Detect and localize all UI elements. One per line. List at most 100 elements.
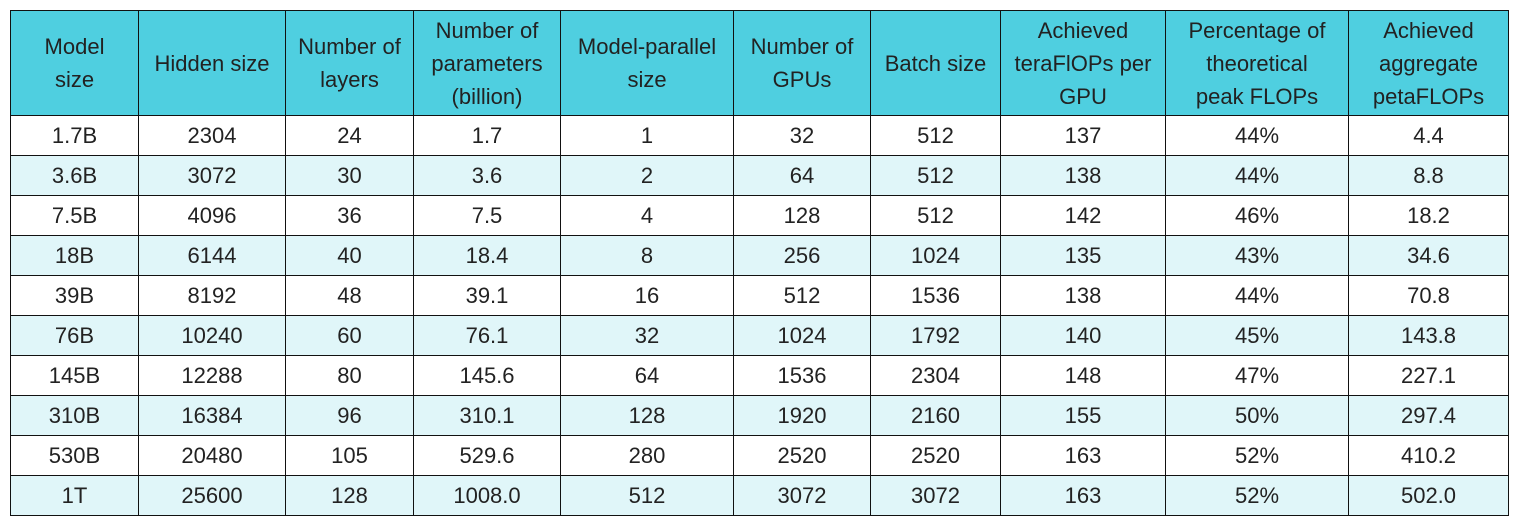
table-cell: 16 bbox=[560, 275, 734, 316]
table-cell: 297.4 bbox=[1348, 395, 1509, 436]
table-cell: 32 bbox=[560, 315, 734, 356]
table-cell: 16384 bbox=[138, 395, 286, 436]
header-cell: Number of parameters (billion) bbox=[413, 10, 561, 116]
table-cell: 36 bbox=[285, 195, 414, 236]
table-cell: 1024 bbox=[733, 315, 871, 356]
table-cell: 310B bbox=[10, 395, 139, 436]
table-cell: 1008.0 bbox=[413, 475, 561, 516]
table-cell: 18B bbox=[10, 235, 139, 276]
table-cell: 45% bbox=[1165, 315, 1349, 356]
table-cell: 48 bbox=[285, 275, 414, 316]
table-cell: 502.0 bbox=[1348, 475, 1509, 516]
table-cell: 3072 bbox=[870, 475, 1001, 516]
table-cell: 47% bbox=[1165, 355, 1349, 396]
table-cell: 530B bbox=[10, 435, 139, 476]
table-cell: 1T bbox=[10, 475, 139, 516]
table-cell: 138 bbox=[1000, 155, 1166, 196]
table-cell: 96 bbox=[285, 395, 414, 436]
table-cell: 44% bbox=[1165, 115, 1349, 156]
table-cell: 7.5B bbox=[10, 195, 139, 236]
table-cell: 3.6 bbox=[413, 155, 561, 196]
table-cell: 512 bbox=[870, 155, 1001, 196]
data-table: Model size Hidden size Number of layers Num… bbox=[10, 10, 1509, 516]
table-cell: 3072 bbox=[733, 475, 871, 516]
table-body: 1.7B 2304 24 1.7 1 32 512 137 44% 4.4 3.6B 3072 30 3.… bbox=[10, 115, 1509, 516]
table-cell: 529.6 bbox=[413, 435, 561, 476]
table-cell: 25600 bbox=[138, 475, 286, 516]
table-cell: 2520 bbox=[870, 435, 1001, 476]
table-cell: 280 bbox=[560, 435, 734, 476]
table-cell: 44% bbox=[1165, 155, 1349, 196]
header-cell: Achieved aggregate petaFLOPs bbox=[1348, 10, 1509, 116]
header-cell: Batch size bbox=[870, 10, 1001, 116]
table-cell: 128 bbox=[560, 395, 734, 436]
table-cell: 2 bbox=[560, 155, 734, 196]
table-cell: 6144 bbox=[138, 235, 286, 276]
table-cell: 2304 bbox=[138, 115, 286, 156]
table-cell: 410.2 bbox=[1348, 435, 1509, 476]
table-cell: 1536 bbox=[733, 355, 871, 396]
header-cell: Achieved teraFlOPs per GPU bbox=[1000, 10, 1166, 116]
table-row: 1.7B 2304 24 1.7 1 32 512 137 44% 4.4 bbox=[10, 115, 1509, 156]
table-cell: 145B bbox=[10, 355, 139, 396]
table-cell: 10240 bbox=[138, 315, 286, 356]
table-cell: 128 bbox=[733, 195, 871, 236]
table-cell: 135 bbox=[1000, 235, 1166, 276]
table-cell: 50% bbox=[1165, 395, 1349, 436]
header-cell: Model size bbox=[10, 10, 139, 116]
table-cell: 1.7 bbox=[413, 115, 561, 156]
table-cell: 512 bbox=[560, 475, 734, 516]
table-row: 7.5B 4096 36 7.5 4 128 512 142 46% 18.2 bbox=[10, 195, 1509, 236]
table-cell: 70.8 bbox=[1348, 275, 1509, 316]
table-cell: 1024 bbox=[870, 235, 1001, 276]
table-cell: 39.1 bbox=[413, 275, 561, 316]
table-cell: 4.4 bbox=[1348, 115, 1509, 156]
table-cell: 4096 bbox=[138, 195, 286, 236]
table-cell: 143.8 bbox=[1348, 315, 1509, 356]
table-cell: 8192 bbox=[138, 275, 286, 316]
table-cell: 44% bbox=[1165, 275, 1349, 316]
header-cell: Number of layers bbox=[285, 10, 414, 116]
header-row: Model size Hidden size Number of layers Num… bbox=[10, 10, 1509, 116]
table-cell: 34.6 bbox=[1348, 235, 1509, 276]
table-cell: 310.1 bbox=[413, 395, 561, 436]
table-cell: 163 bbox=[1000, 435, 1166, 476]
table-cell: 52% bbox=[1165, 475, 1349, 516]
table-cell: 60 bbox=[285, 315, 414, 356]
table-cell: 1.7B bbox=[10, 115, 139, 156]
table-row: 145B 12288 80 145.6 64 1536 2304 148 47% 227.1 bbox=[10, 355, 1509, 396]
table-cell: 12288 bbox=[138, 355, 286, 396]
table-cell: 1536 bbox=[870, 275, 1001, 316]
table-row: 76B 10240 60 76.1 32 1024 1792 140 45% 143.8 bbox=[10, 315, 1509, 356]
table-cell: 4 bbox=[560, 195, 734, 236]
table-header: Model size Hidden size Number of layers Num… bbox=[10, 10, 1509, 116]
header-cell: Model-parallel size bbox=[560, 10, 734, 116]
table-cell: 2520 bbox=[733, 435, 871, 476]
table-row: 39B 8192 48 39.1 16 512 1536 138 44% 70.8 bbox=[10, 275, 1509, 316]
table-cell: 2160 bbox=[870, 395, 1001, 436]
table-cell: 43% bbox=[1165, 235, 1349, 276]
header-cell: Percentage of theoretical peak FLOPs bbox=[1165, 10, 1349, 116]
table-cell: 32 bbox=[733, 115, 871, 156]
table-cell: 7.5 bbox=[413, 195, 561, 236]
table-cell: 18.2 bbox=[1348, 195, 1509, 236]
table-cell: 148 bbox=[1000, 355, 1166, 396]
table-cell: 39B bbox=[10, 275, 139, 316]
table-cell: 512 bbox=[870, 115, 1001, 156]
table-cell: 3.6B bbox=[10, 155, 139, 196]
table-cell: 155 bbox=[1000, 395, 1166, 436]
table-cell: 52% bbox=[1165, 435, 1349, 476]
table-cell: 1920 bbox=[733, 395, 871, 436]
table-cell: 76B bbox=[10, 315, 139, 356]
header-cell: Number of GPUs bbox=[733, 10, 871, 116]
table-cell: 512 bbox=[870, 195, 1001, 236]
table-cell: 1 bbox=[560, 115, 734, 156]
table-cell: 24 bbox=[285, 115, 414, 156]
table-cell: 137 bbox=[1000, 115, 1166, 156]
table-cell: 20480 bbox=[138, 435, 286, 476]
table-cell: 142 bbox=[1000, 195, 1166, 236]
table-cell: 227.1 bbox=[1348, 355, 1509, 396]
table-cell: 18.4 bbox=[413, 235, 561, 276]
table-row: 18B 6144 40 18.4 8 256 1024 135 43% 34.6 bbox=[10, 235, 1509, 276]
table-row: 310B 16384 96 310.1 128 1920 2160 155 50% 297.4 bbox=[10, 395, 1509, 436]
